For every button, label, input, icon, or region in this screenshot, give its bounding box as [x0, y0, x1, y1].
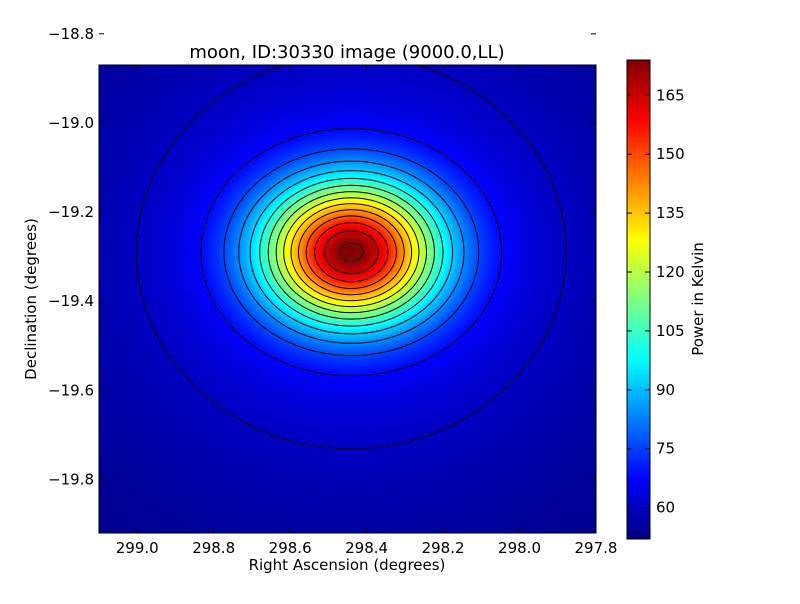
x-tick-label-1: 298.8 [192, 539, 235, 557]
y-tick-label-5: −19.8 [48, 471, 94, 489]
colorbar: 60 75 90 105 120 135 150 165 Power in Kelvin [626, 59, 707, 540]
contour-line-1 [200, 128, 503, 377]
chart-title: moon, ID:30330 image (9000.0,LL) [189, 42, 504, 63]
contour-line-11 [305, 215, 397, 289]
colorbar-tick-label-1: 75 [656, 440, 675, 458]
colorbar-frame [626, 59, 651, 540]
contour-line-3 [238, 160, 465, 344]
y-tick-label-2: −19.2 [48, 203, 94, 221]
x-tick-label-2: 298.6 [269, 539, 312, 557]
x-tick-label-4: 298.2 [422, 539, 465, 557]
heatmap-image [99, 65, 596, 533]
y-tick-label-3: −19.4 [48, 292, 94, 310]
x-axis: 299.0 298.8 298.6 298.4 298.2 298.0 297.8 [116, 65, 618, 557]
contour-line-0 [135, 65, 567, 450]
colorbar-tick-label-5: 135 [656, 204, 685, 222]
x-tick-label-0: 299.0 [116, 539, 159, 557]
x-axis-label: Right Ascension (degrees) [249, 556, 446, 574]
y-tick-label-1: −19.0 [48, 114, 94, 132]
contour-line-7 [275, 191, 427, 314]
contour-line-9 [290, 203, 413, 302]
contour-line-2 [223, 148, 480, 357]
colorbar-tick-label-0: 60 [656, 499, 675, 517]
contour-line-6 [267, 184, 435, 320]
contour-line-8 [283, 197, 420, 308]
beam-marker [547, 0, 591, 29]
y-tick-label-4: −19.6 [48, 381, 94, 399]
heatmap-area [99, 0, 596, 533]
x-tick-label-5: 298.0 [498, 539, 541, 557]
contour-line-12 [314, 222, 389, 283]
contour-line-5 [259, 177, 444, 327]
colorbar-tick-label-3: 105 [656, 322, 685, 340]
contour-line-14 [339, 242, 364, 262]
colorbar-tick-label-2: 90 [656, 381, 675, 399]
x-tick-label-6: 297.8 [575, 539, 618, 557]
y-axis-label: Declination (degrees) [22, 218, 40, 380]
colorbar-tick-label-7: 165 [656, 86, 685, 104]
colorbar-tick-label-6: 150 [656, 145, 685, 163]
contour-lines [135, 65, 567, 450]
colorbar-tick-label-4: 120 [656, 263, 685, 281]
contour-line-10 [298, 209, 405, 296]
colorbar-ticks: 60 75 90 105 120 135 150 165 [627, 86, 685, 517]
contour-line-13 [324, 230, 379, 275]
colorbar-gradient [627, 60, 650, 539]
colorbar-label: Power in Kelvin [689, 242, 707, 356]
plot-frame [98, 64, 597, 534]
y-tick-label-0: −18.8 [48, 25, 94, 43]
contour-line-4 [249, 170, 454, 335]
y-axis: −18.8 −19.0 −19.2 −19.4 −19.6 −19.8 [48, 25, 596, 489]
x-tick-label-3: 298.4 [345, 539, 388, 557]
